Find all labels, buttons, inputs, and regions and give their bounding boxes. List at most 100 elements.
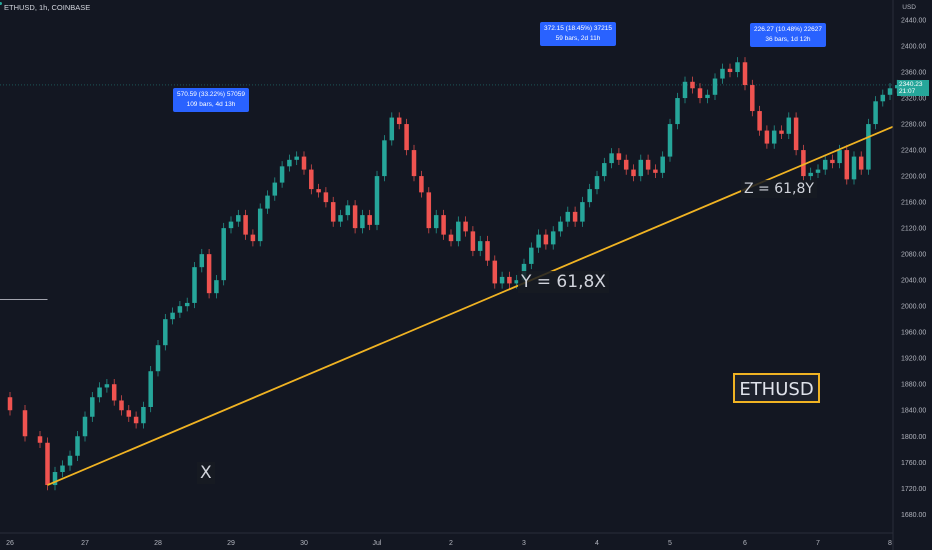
candle <box>316 189 321 193</box>
candle <box>727 68 733 73</box>
candle <box>550 231 556 245</box>
candle <box>228 221 234 229</box>
time-tick-label: 2 <box>449 540 453 547</box>
measure-label-2[interactable]: 372.15 (18.45%) 37215 59 bars, 2d 11h <box>540 22 616 46</box>
candle <box>338 215 343 222</box>
candle <box>287 159 292 167</box>
candle <box>463 221 468 232</box>
candle <box>221 228 226 281</box>
candle <box>265 195 270 209</box>
candle <box>345 205 351 216</box>
candle <box>631 169 636 177</box>
price-tick-label: 2160.00 <box>901 200 926 207</box>
ticker-box[interactable]: ETHUSD <box>733 373 820 403</box>
candle <box>697 88 703 99</box>
price-tick-label: 2440.00 <box>901 18 926 25</box>
price-tick-label: 1720.00 <box>901 486 926 493</box>
annotation-y[interactable]: Y = 61,8X <box>518 271 609 293</box>
price-tick-label: 2360.00 <box>901 70 926 77</box>
measure-1-bars: 109 bars, 4d 13h <box>186 101 236 108</box>
candle <box>396 117 402 125</box>
candle <box>163 319 168 346</box>
candle <box>757 111 762 131</box>
candle <box>492 260 498 284</box>
candle <box>485 241 490 261</box>
candle <box>433 215 439 229</box>
candle <box>133 416 139 424</box>
candle <box>294 156 299 160</box>
candle <box>580 202 585 222</box>
candle <box>177 306 183 313</box>
candle <box>660 156 665 173</box>
candle <box>675 98 680 125</box>
measure-label-1[interactable]: 570.59 (33.22%) 57059 109 bars, 4d 13h <box>173 88 249 112</box>
price-tick-label: 2000.00 <box>901 304 926 311</box>
annotation-z[interactable]: Z = 61,8Y <box>741 180 817 198</box>
candle <box>309 169 314 190</box>
symbol-header: ETHUSD, 1h, COINBASE <box>0 2 91 12</box>
candle <box>374 176 380 225</box>
symbol-line: ETHUSD, 1h, COINBASE <box>4 3 91 12</box>
candle <box>558 221 563 232</box>
candle <box>184 302 190 307</box>
candle <box>441 215 446 235</box>
price-tick-label: 2040.00 <box>901 278 926 285</box>
current-price: 2340.23 <box>899 81 923 88</box>
price-tick-label: 1800.00 <box>901 434 926 441</box>
candle <box>382 140 387 177</box>
candle <box>720 68 725 79</box>
time-tick-label: 4 <box>595 540 599 547</box>
candle <box>272 182 278 196</box>
measure-2-change: 372.15 (18.45%) 37215 <box>544 25 612 32</box>
measure-label-3[interactable]: 226.27 (10.48%) 22627 36 bars, 1d 12h <box>750 23 826 47</box>
candle <box>705 94 710 99</box>
candle <box>507 276 512 284</box>
candle <box>801 150 806 177</box>
price-tick-label: 1760.00 <box>901 460 926 467</box>
candle <box>616 153 622 160</box>
candle <box>148 371 153 407</box>
price-tick-label: 2240.00 <box>901 148 926 155</box>
candle <box>104 384 110 388</box>
candle <box>250 234 256 242</box>
candle <box>419 176 424 193</box>
measure-3-bars: 36 bars, 1d 12h <box>765 36 811 43</box>
candle <box>155 345 161 372</box>
price-tick-label: 2320.00 <box>901 96 926 103</box>
candle <box>352 205 358 229</box>
candle <box>873 101 878 125</box>
candle <box>764 130 770 144</box>
candle <box>858 156 864 170</box>
candle <box>712 78 718 95</box>
candle <box>323 192 329 203</box>
candle <box>750 85 755 112</box>
candle <box>192 267 197 303</box>
candle <box>111 384 117 401</box>
candle <box>844 150 850 180</box>
price-tick-label: 2080.00 <box>901 252 926 259</box>
candle <box>60 465 65 473</box>
candle <box>389 117 395 141</box>
candle <box>690 81 695 89</box>
candle <box>565 211 571 222</box>
candle <box>602 163 607 177</box>
candle <box>499 276 505 284</box>
annotation-x[interactable]: X <box>197 462 215 484</box>
candle <box>587 189 592 203</box>
candle <box>638 159 644 177</box>
candle <box>82 416 88 437</box>
candle <box>360 215 365 229</box>
candle <box>572 211 578 222</box>
candle <box>645 159 651 170</box>
candle <box>771 130 777 144</box>
candle <box>75 436 80 456</box>
live-dot-icon <box>0 2 2 5</box>
candle <box>682 81 688 99</box>
candle <box>330 202 336 222</box>
candle <box>456 221 461 242</box>
candle <box>837 150 842 164</box>
candle <box>448 234 454 242</box>
time-tick-label: 6 <box>743 540 747 547</box>
